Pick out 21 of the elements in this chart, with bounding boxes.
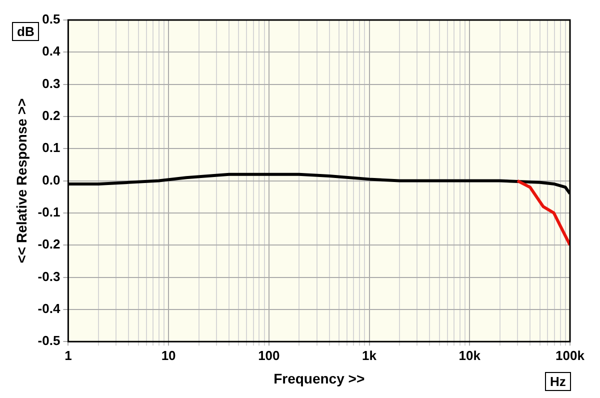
x-tick-label: 100 (258, 348, 280, 363)
x-tick-label: 10 (161, 348, 176, 363)
text: dB (12, 22, 40, 41)
text: Hz (545, 372, 571, 391)
y-tick-label: 0.0 (42, 172, 60, 188)
x-tick-label: 1k (362, 348, 378, 363)
y-tick-label: 0.2 (42, 108, 60, 124)
y-axis-title: << Relative Response >> (13, 98, 30, 264)
y-tick-label: -0.1 (38, 204, 60, 220)
y-tick-label: 0.1 (42, 140, 60, 156)
x-tick-label: 100k (556, 348, 586, 363)
y-tick-label: 0.5 (42, 12, 60, 27)
x-axis-title: Frequency >> (274, 370, 365, 386)
y-tick-label: 0.4 (42, 44, 61, 59)
y-tick-label: 0.3 (42, 76, 60, 91)
x-tick-label: 1 (64, 348, 72, 363)
y-tick-label: -0.2 (38, 236, 60, 252)
y-tick-label: -0.5 (38, 333, 60, 348)
y-tick-label: -0.4 (38, 301, 61, 316)
x-tick-label: 10k (458, 348, 482, 363)
y-tick-label: -0.3 (38, 268, 60, 284)
